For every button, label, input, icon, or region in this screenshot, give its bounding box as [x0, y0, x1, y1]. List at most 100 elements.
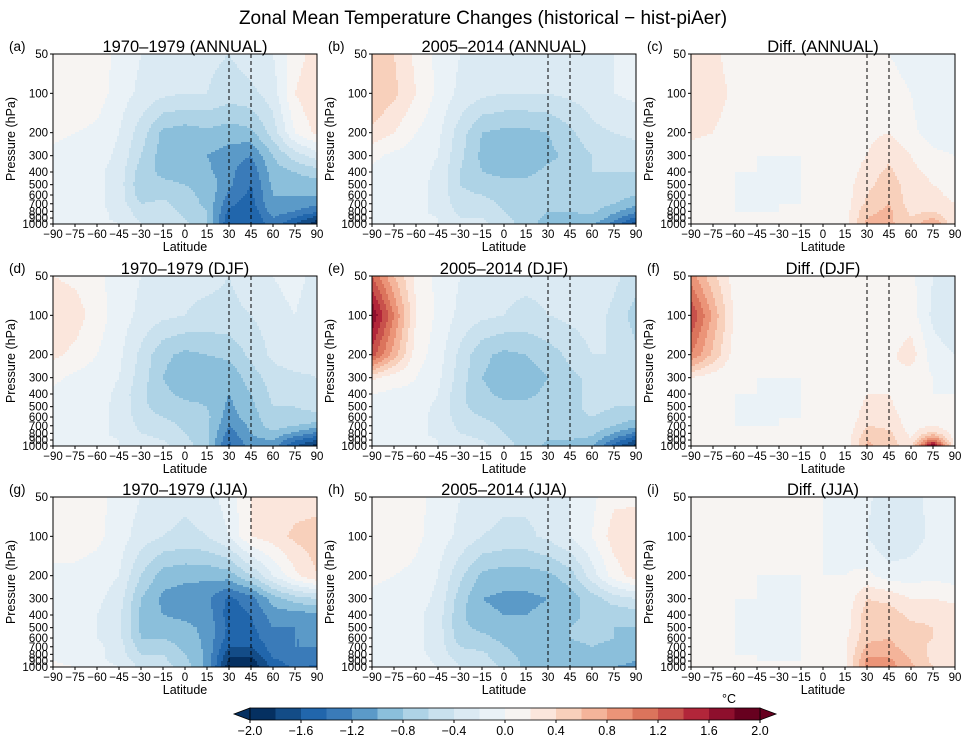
x-tick-label: 45 [245, 229, 258, 241]
panel-e-tag: (e) [328, 261, 345, 276]
colorbar-tick-label: 0.4 [547, 724, 564, 738]
x-tick-label: −90 [681, 672, 701, 684]
colorbar-swatch [428, 708, 455, 720]
y-tick-label: 800 [667, 428, 686, 440]
panel-a-x-ticks: −90 −75 −60 −45 −30 −15 0 15 30 45 60 75 90 [43, 224, 323, 241]
x-tick-label: 60 [267, 451, 280, 463]
x-tick-label: −60 [725, 451, 745, 463]
x-tick-label: 15 [520, 229, 533, 241]
x-tick-label: 60 [586, 451, 599, 463]
y-tick-label: 1000 [22, 441, 48, 453]
x-tick-label: −75 [384, 229, 404, 241]
y-tick-label: 200 [29, 571, 48, 583]
y-tick-label: 500 [29, 180, 48, 192]
y-tick-label: 500 [348, 623, 367, 635]
y-tick-label: 800 [667, 206, 686, 218]
x-tick-label: −45 [109, 451, 129, 463]
x-tick-label: −30 [450, 229, 470, 241]
panel-d: −90 −75 −60 −45 −30 −15 0 15 30 45 60 75 90 50 100 200 3… [4, 260, 323, 476]
y-tick-label: 600 [667, 190, 686, 202]
x-tick-label: 45 [883, 451, 896, 463]
panel-d-tag: (d) [9, 261, 26, 276]
y-tick-label: 400 [348, 167, 367, 179]
x-tick-label: 0 [501, 672, 507, 684]
x-tick-label: 60 [267, 229, 280, 241]
panel-c: −90 −75 −60 −45 −30 −15 0 15 30 45 60 75 90 50 100 200 3… [642, 38, 961, 254]
colorbar-tick-label: 1.2 [649, 724, 666, 738]
y-tick-label: 300 [667, 373, 686, 385]
y-tick-label: 800 [348, 206, 367, 218]
panel-h-x-ticks: −90 −75 −60 −45 −30 −15 0 15 30 45 60 75 90 [362, 667, 642, 684]
y-tick-label: 50 [35, 492, 48, 504]
panel-f: −90 −75 −60 −45 −30 −15 0 15 30 45 60 75 90 50 100 200 3… [642, 260, 961, 476]
x-tick-label: −90 [362, 451, 382, 463]
x-tick-label: 0 [820, 451, 826, 463]
x-tick-label: 15 [201, 451, 214, 463]
y-tick-label: 800 [667, 649, 686, 661]
y-tick-label: 50 [354, 492, 367, 504]
panel-g: −90 −75 −60 −45 −30 −15 0 15 30 45 60 75 90 50 100 200 3… [4, 481, 323, 697]
y-tick-label: 700 [667, 642, 686, 654]
y-tick-label: 100 [29, 88, 48, 100]
panel-b-ylabel: Pressure (hPa) [323, 97, 337, 181]
x-tick-label: −90 [43, 451, 63, 463]
colorbar-extend-low [232, 707, 251, 721]
x-tick-label: 45 [564, 451, 577, 463]
x-tick-label: 60 [905, 672, 918, 684]
panel-f-tag: (f) [647, 261, 660, 276]
y-tick-label: 600 [667, 633, 686, 645]
x-tick-label: −30 [769, 672, 789, 684]
panel-grid: −90 −75 −60 −45 −30 −15 0 15 30 45 60 75 90501002003… [4, 38, 961, 697]
y-tick-label: 1000 [341, 441, 367, 453]
x-tick-label: −75 [703, 229, 723, 241]
y-tick-label: 900 [29, 213, 48, 225]
x-tick-label: 45 [245, 672, 258, 684]
x-tick-label: 15 [839, 672, 852, 684]
panel-g-xlabel: Latitude [163, 683, 208, 697]
y-tick-label: 500 [348, 180, 367, 192]
colorbar-swatch [301, 708, 327, 720]
x-tick-label: −90 [681, 451, 701, 463]
y-tick-label: 50 [673, 49, 686, 61]
y-tick-label: 1000 [22, 219, 48, 231]
x-tick-label: −45 [747, 672, 767, 684]
x-tick-label: −15 [472, 672, 492, 684]
y-tick-label: 900 [29, 435, 48, 447]
y-tick-label: 500 [667, 623, 686, 635]
x-tick-label: −45 [747, 229, 767, 241]
x-tick-label: 75 [927, 229, 940, 241]
panel-i-field [691, 497, 955, 667]
y-tick-label: 100 [348, 531, 367, 543]
x-tick-label: 15 [839, 451, 852, 463]
y-tick-label: 400 [29, 167, 48, 179]
panel-c-ylabel: Pressure (hPa) [642, 97, 656, 181]
colorbar-tick-label: −2.0 [238, 724, 263, 738]
y-tick-label: 100 [29, 310, 48, 322]
x-tick-label: 30 [861, 672, 874, 684]
panel-i: −90 −75 −60 −45 −30 −15 0 15 30 45 60 75 90 50 100 200 3… [642, 481, 961, 697]
panel-a: −90 −75 −60 −45 −30 −15 0 15 30 45 60 75 90 50 100 200 3… [4, 38, 323, 254]
x-tick-label: 30 [861, 229, 874, 241]
x-tick-label: 30 [223, 672, 236, 684]
panel-g-title: 1970–1979 (JJA) [122, 481, 248, 499]
x-tick-label: −45 [428, 229, 448, 241]
panel-h: −90 −75 −60 −45 −30 −15 0 15 30 45 60 75 90 50 100 200 3… [323, 481, 642, 697]
y-tick-label: 300 [29, 151, 48, 163]
x-tick-label: 90 [311, 672, 324, 684]
y-tick-label: 400 [667, 610, 686, 622]
x-tick-label: −45 [428, 451, 448, 463]
y-tick-label: 700 [667, 421, 686, 433]
x-tick-label: −30 [769, 451, 789, 463]
colorbar-swatch [607, 708, 633, 720]
x-tick-label: 0 [820, 672, 826, 684]
y-tick-label: 800 [29, 428, 48, 440]
colorbar-swatch [581, 708, 608, 720]
y-tick-label: 300 [29, 594, 48, 606]
y-tick-label: 700 [348, 199, 367, 211]
y-tick-label: 200 [29, 350, 48, 362]
panel-d-field [53, 276, 317, 446]
panel-h-field [372, 497, 636, 667]
